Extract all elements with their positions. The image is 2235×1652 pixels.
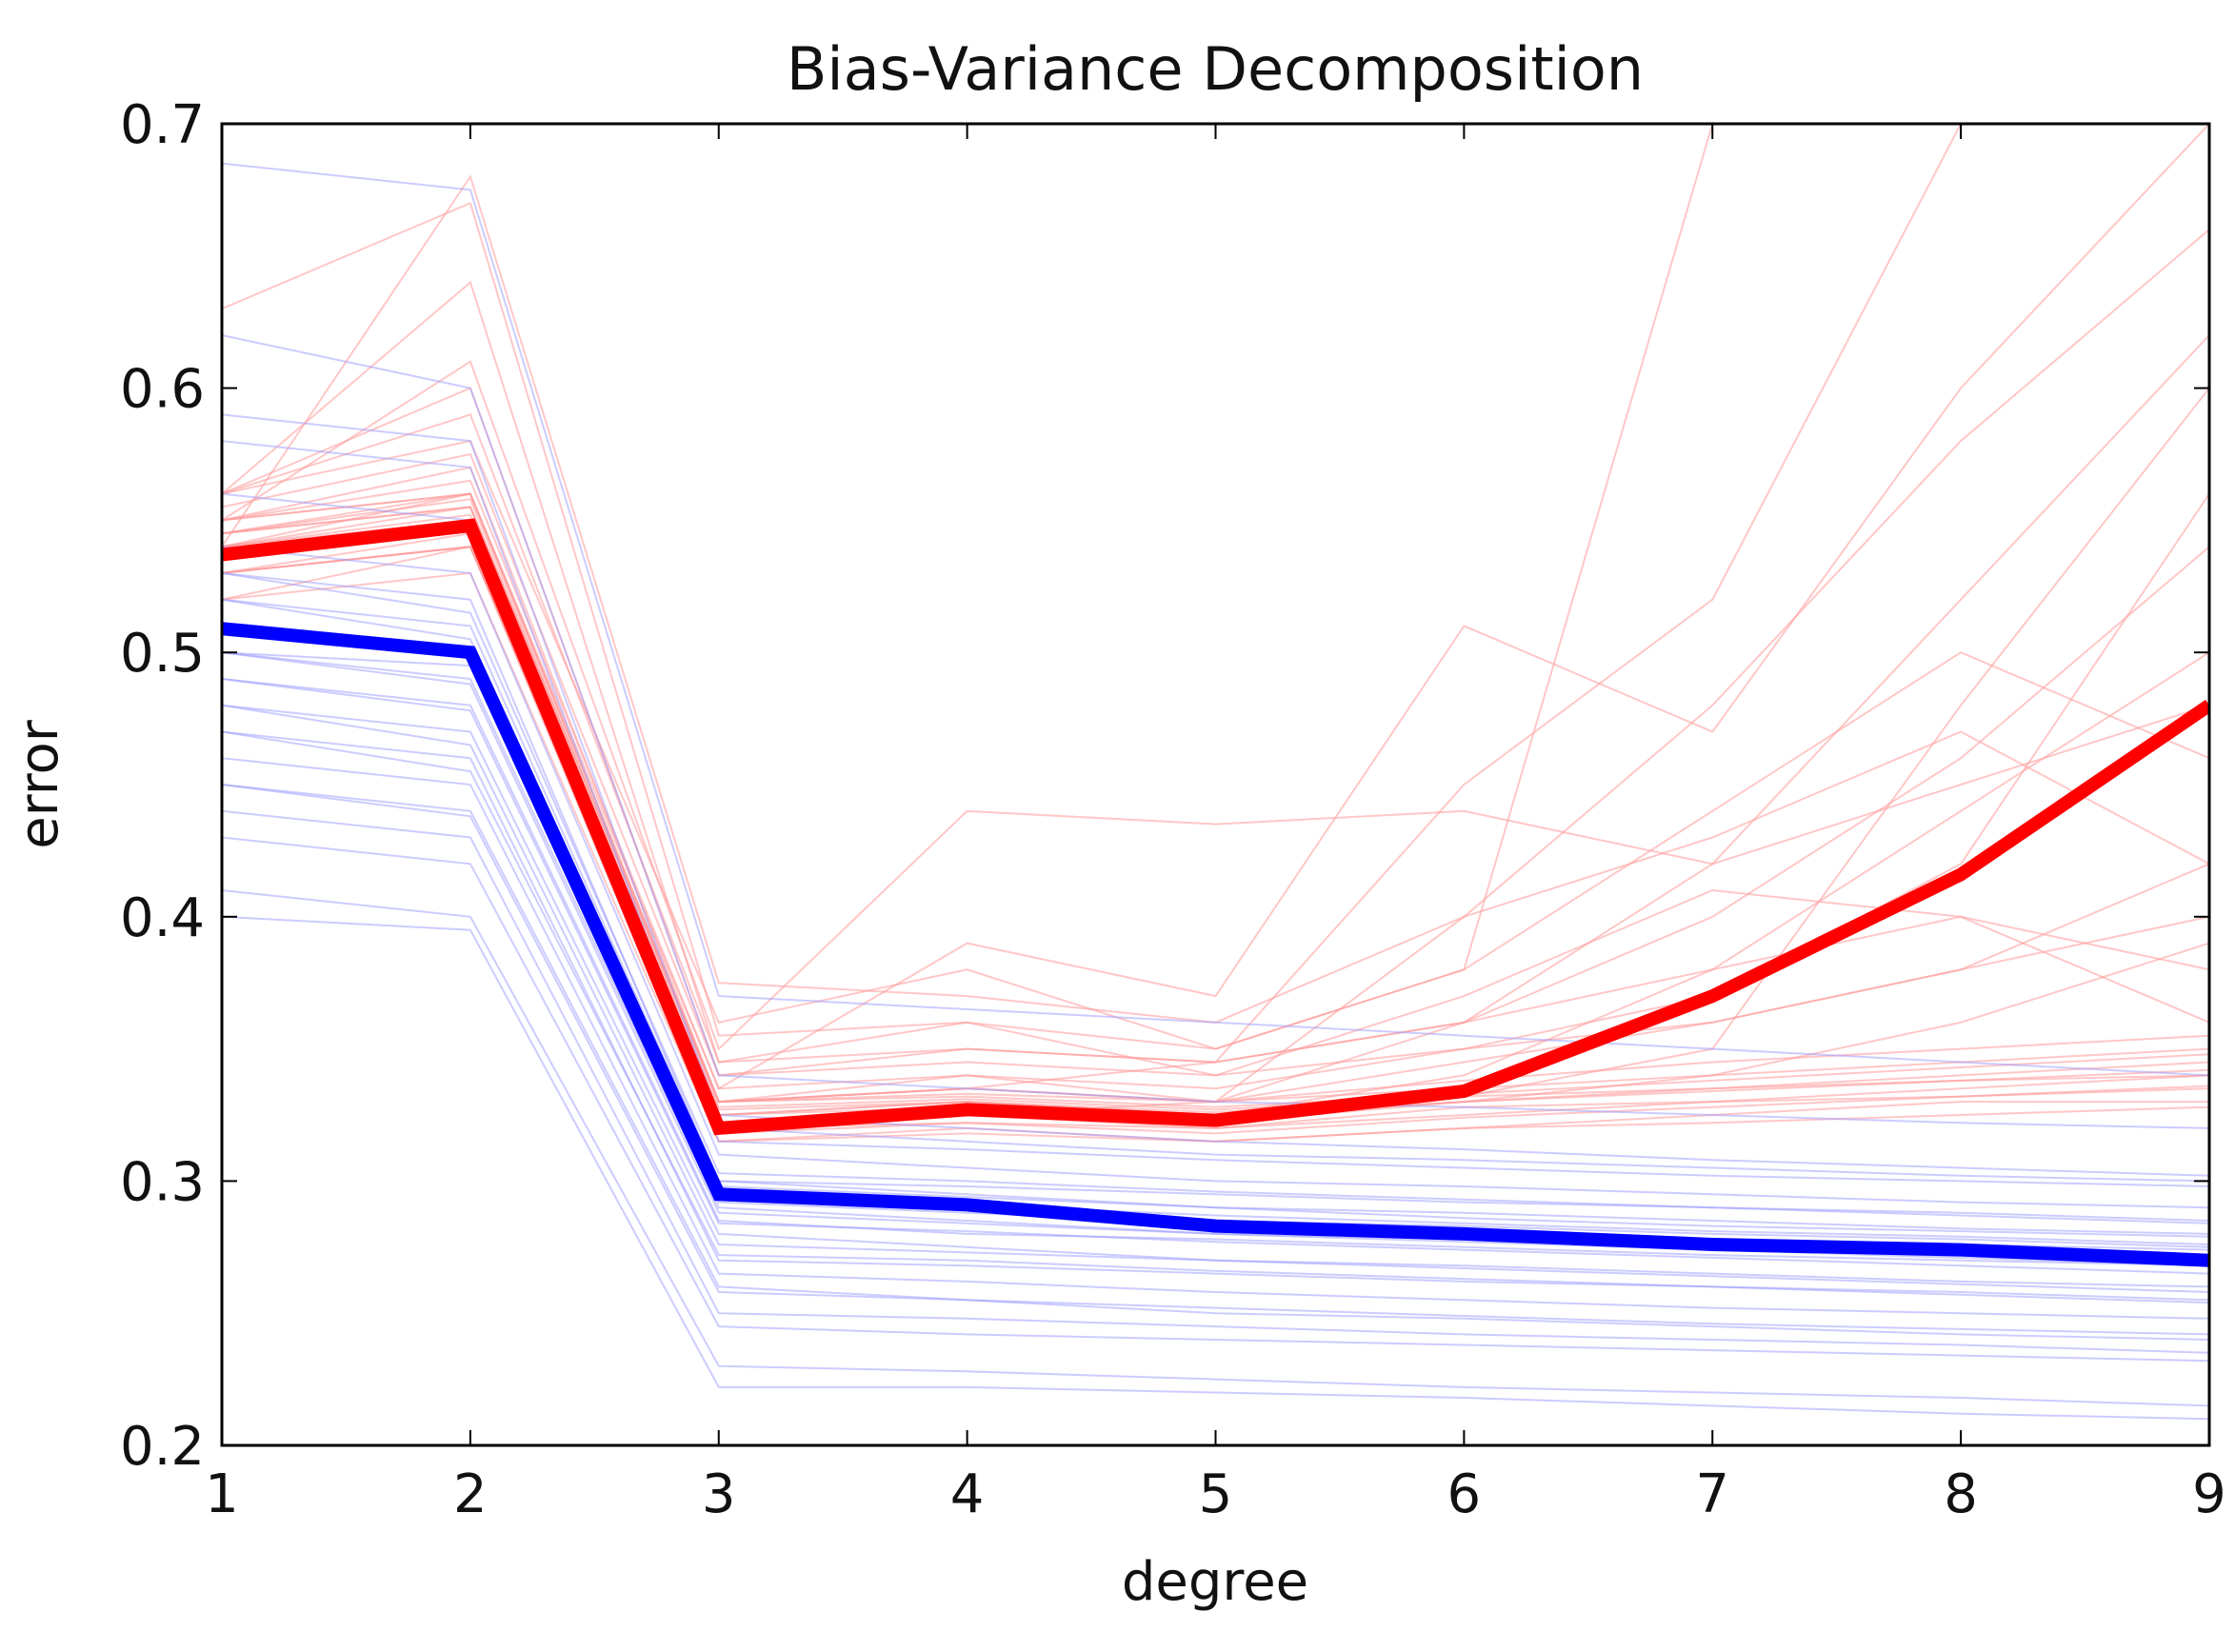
test-mean-line (222, 518, 2209, 1136)
train-trial-line-11 (222, 678, 2209, 1267)
plot-area (222, 124, 2209, 1421)
test-trial-line-22 (222, 201, 2209, 1050)
train-trial-line-21 (222, 730, 2209, 1304)
x-tick-label: 4 (950, 1463, 985, 1525)
train-trial-line-7 (222, 915, 2209, 1421)
train-trial-line-27 (222, 704, 2209, 1293)
x-axis-label: degree (1122, 1551, 1308, 1613)
y-axis-ticks: 0.2 0.3 0.4 0.5 0.6 0.7 (120, 94, 2209, 1478)
x-tick-label: 1 (205, 1463, 239, 1525)
test-trial-line-21 (222, 280, 2209, 1064)
mean-lines (222, 518, 2209, 1267)
y-tick-label: 0.3 (120, 1151, 205, 1213)
x-tick-label: 3 (702, 1463, 736, 1525)
y-tick-label: 0.7 (120, 94, 205, 156)
x-tick-label: 7 (1695, 1463, 1729, 1525)
train-trial-line-13 (222, 162, 2209, 1077)
train-mean-line (222, 622, 2209, 1267)
x-tick-label: 5 (1199, 1463, 1233, 1525)
x-tick-label: 6 (1447, 1463, 1482, 1525)
x-axis-ticks: 1 2 3 4 5 6 7 8 9 (205, 124, 2226, 1525)
test-trial-line-26 (222, 387, 2209, 1114)
train-trial-line-8 (222, 730, 2209, 1302)
y-axis-label: error (9, 719, 70, 849)
train-trial-line-20 (222, 651, 2209, 1267)
train-trial-line-4 (222, 546, 2209, 1209)
train-trial-line-14 (222, 809, 2209, 1354)
train-trial-line-15 (222, 757, 2209, 1320)
train-trial-line-24 (222, 784, 2209, 1336)
train-trial-line-3 (222, 784, 2209, 1341)
train-trial-line-22 (222, 413, 2209, 1177)
y-tick-label: 0.5 (120, 623, 205, 685)
y-tick-label: 0.4 (120, 887, 205, 949)
train-trial-line-6 (222, 889, 2209, 1407)
x-tick-label: 2 (453, 1463, 488, 1525)
train-trial-line-5 (222, 440, 2209, 1183)
train-trial-line-12 (222, 334, 2209, 1129)
train-trial-line-18 (222, 836, 2209, 1363)
x-tick-label: 8 (1944, 1463, 1978, 1525)
test-trial-line-6 (222, 124, 2209, 1090)
chart-title: Bias-Variance Decomposition (787, 34, 1644, 104)
x-tick-label: 9 (2192, 1463, 2226, 1525)
train-trial-line-25 (222, 678, 2209, 1275)
train-trial-line-26 (222, 571, 2209, 1224)
train-trial-line-10 (222, 571, 2209, 1222)
y-tick-label: 0.2 (120, 1416, 205, 1478)
y-tick-label: 0.6 (120, 359, 205, 421)
